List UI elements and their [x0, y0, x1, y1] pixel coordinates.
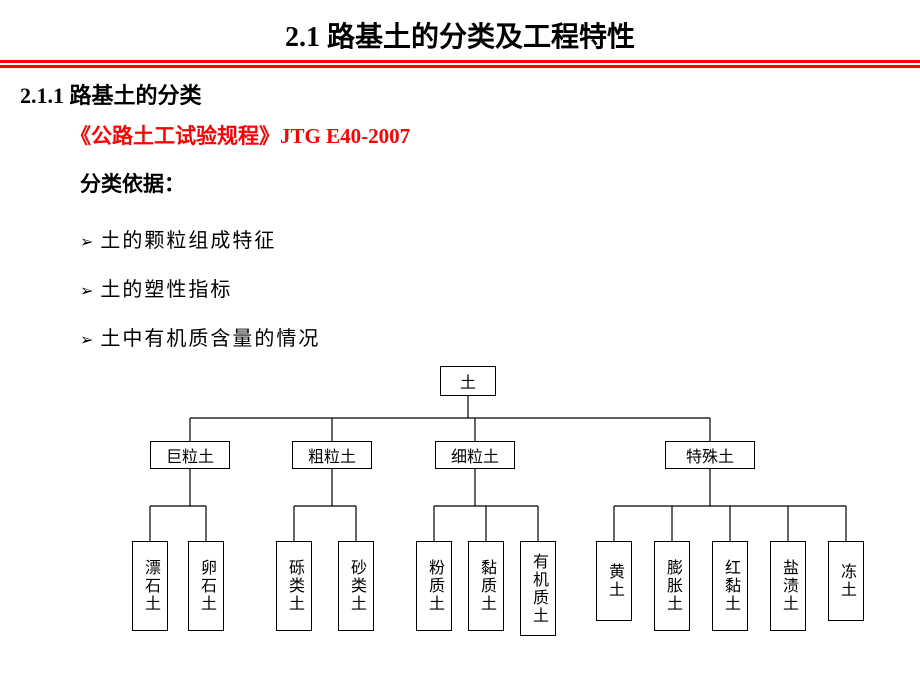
tree-level2-node: 巨粒土 — [150, 441, 230, 469]
node-label: 粉质土 — [426, 559, 442, 613]
tree-leaf-node: 冻土 — [828, 541, 864, 621]
title-block: 2.1 路基土的分类及工程特性 — [0, 0, 920, 60]
bullet-item: ➢土中有机质含量的情况 — [80, 312, 890, 361]
page-title: 2.1 路基土的分类及工程特性 — [0, 15, 920, 55]
reference-text: 《公路土工试验规程》JTG E40-2007 — [70, 120, 890, 150]
tree-level2-node: 粗粒土 — [292, 441, 372, 469]
divider-line-1 — [0, 60, 920, 63]
tree-leaf-node: 漂石土 — [132, 541, 168, 631]
bullet-text: 土中有机质含量的情况 — [100, 328, 320, 350]
node-label: 特殊土 — [686, 443, 734, 467]
node-label: 黏质土 — [478, 559, 494, 613]
bullet-text: 土的颗粒组成特征 — [100, 230, 276, 252]
bullet-marker-icon: ➢ — [80, 232, 95, 252]
tree-leaf-node: 盐渍土 — [770, 541, 806, 631]
subsection-heading: 2.1.1 路基土的分类 — [20, 78, 890, 110]
content: 2.1.1 路基土的分类 《公路土工试验规程》JTG E40-2007 分类依据… — [0, 68, 920, 666]
tree-level2-node: 细粒土 — [435, 441, 515, 469]
node-label: 漂石土 — [142, 559, 158, 613]
tree-leaf-node: 砾类土 — [276, 541, 312, 631]
tree-leaf-node: 膨胀土 — [654, 541, 690, 631]
node-label: 膨胀土 — [664, 559, 680, 613]
tree-leaf-node: 卵石土 — [188, 541, 224, 631]
node-label: 砂类土 — [348, 559, 364, 613]
tree-leaf-node: 黏质土 — [468, 541, 504, 631]
bullet-list: ➢土的颗粒组成特征➢土的塑性指标➢土中有机质含量的情况 — [80, 214, 890, 361]
node-label: 有机质土 — [530, 553, 546, 625]
tree-leaf-node: 砂类土 — [338, 541, 374, 631]
tree-leaf-node: 粉质土 — [416, 541, 452, 631]
basis-label: 分类依据： — [80, 168, 890, 198]
node-label: 盐渍土 — [780, 559, 796, 613]
node-label: 黄土 — [606, 563, 622, 599]
bullet-item: ➢土的颗粒组成特征 — [80, 214, 890, 263]
node-label: 巨粒土 — [166, 443, 214, 467]
node-label: 红黏土 — [722, 559, 738, 613]
node-label: 卵石土 — [198, 559, 214, 613]
tree-leaf-node: 有机质土 — [520, 541, 556, 636]
tree-level2-node: 特殊土 — [665, 441, 755, 469]
tree-leaf-node: 黄土 — [596, 541, 632, 621]
tree-leaf-node: 红黏土 — [712, 541, 748, 631]
node-label: 土 — [460, 369, 476, 393]
bullet-marker-icon: ➢ — [80, 330, 95, 350]
node-label: 粗粒土 — [308, 443, 356, 467]
bullet-item: ➢土的塑性指标 — [80, 263, 890, 312]
tree-root: 土 — [440, 366, 496, 396]
node-label: 冻土 — [838, 563, 854, 599]
bullet-marker-icon: ➢ — [80, 281, 95, 301]
tree-diagram: 土巨粒土 粗粒土 细粒土 特殊土漂石土 卵石土 砾类土 砂类土 粉质土 黏质土 有机质土 黄土 膨胀土… — [40, 366, 920, 666]
bullet-text: 土的塑性指标 — [100, 279, 232, 301]
node-label: 细粒土 — [451, 443, 499, 467]
node-label: 砾类土 — [286, 559, 302, 613]
